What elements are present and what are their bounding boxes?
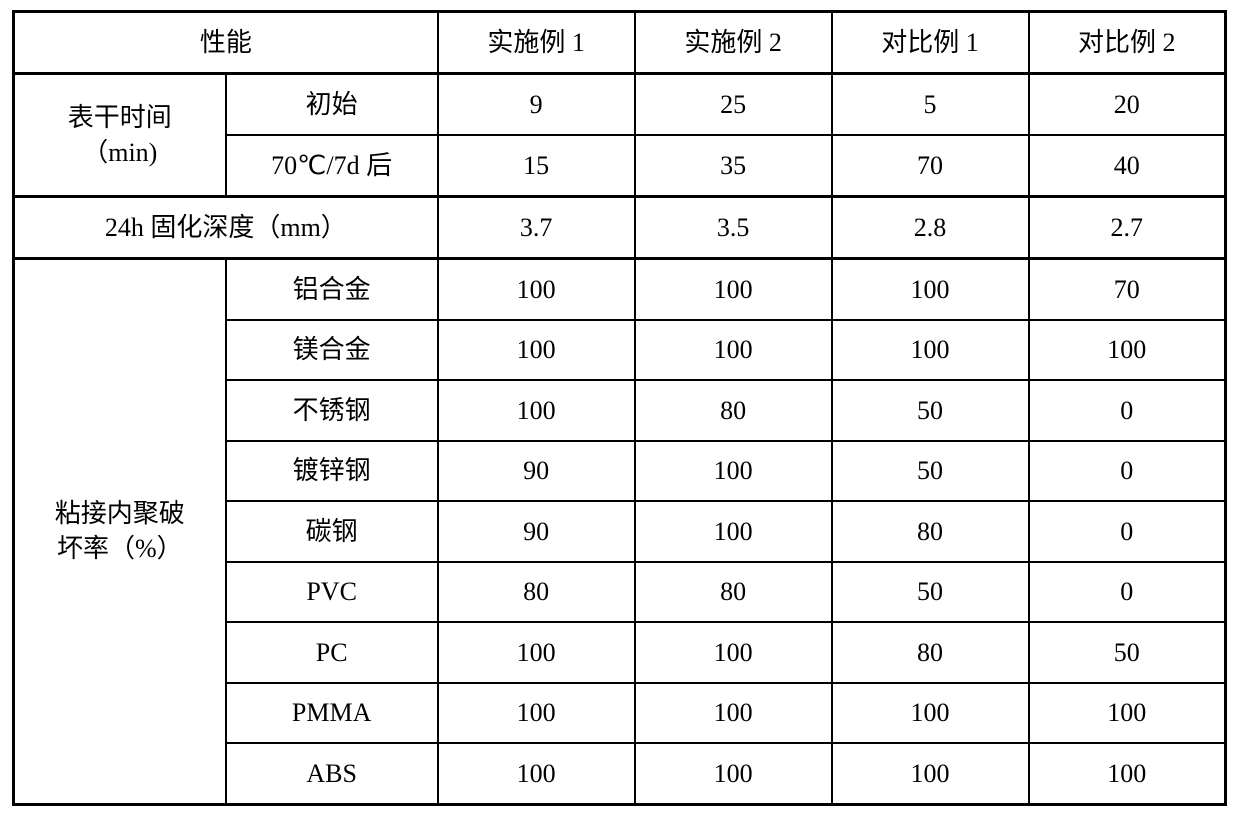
cell-value: 0 [1029, 562, 1226, 622]
sub-label-galvanized-steel: 镀锌钢 [226, 441, 438, 501]
sub-label-al-alloy: 铝合金 [226, 258, 438, 319]
header-col-3: 对比例 1 [832, 12, 1029, 74]
sub-label-mg-alloy: 镁合金 [226, 320, 438, 380]
cell-value: 50 [832, 380, 1029, 440]
cell-value: 100 [1029, 683, 1226, 743]
properties-table: 性能 实施例 1 实施例 2 对比例 1 对比例 2 表干时间 （min) 初始… [12, 10, 1227, 806]
cell-value: 100 [832, 743, 1029, 804]
table-row: 表干时间 （min) 初始 9 25 5 20 [14, 74, 1226, 135]
cell-value: 90 [438, 441, 635, 501]
sub-label-pvc: PVC [226, 562, 438, 622]
cell-value: 0 [1029, 441, 1226, 501]
cell-value: 3.5 [635, 196, 832, 258]
cell-value: 100 [438, 320, 635, 380]
cell-value: 100 [438, 380, 635, 440]
cell-value: 2.7 [1029, 196, 1226, 258]
cell-value: 100 [832, 258, 1029, 319]
cell-value: 100 [438, 622, 635, 682]
cell-value: 100 [635, 622, 832, 682]
cell-value: 100 [832, 683, 1029, 743]
header-property: 性能 [14, 12, 438, 74]
cell-value: 2.8 [832, 196, 1029, 258]
row-label-cure-depth: 24h 固化深度（mm） [14, 196, 438, 258]
cell-value: 80 [832, 501, 1029, 561]
cell-value: 100 [1029, 743, 1226, 804]
cell-value: 9 [438, 74, 635, 135]
sub-label-carbon-steel: 碳钢 [226, 501, 438, 561]
sub-label-initial: 初始 [226, 74, 438, 135]
cell-value: 25 [635, 74, 832, 135]
cell-value: 100 [635, 320, 832, 380]
cell-value: 50 [832, 441, 1029, 501]
cell-value: 0 [1029, 380, 1226, 440]
cell-value: 0 [1029, 501, 1226, 561]
cell-value: 20 [1029, 74, 1226, 135]
header-col-2: 实施例 2 [635, 12, 832, 74]
cell-value: 50 [832, 562, 1029, 622]
cell-value: 100 [438, 743, 635, 804]
header-col-4: 对比例 2 [1029, 12, 1226, 74]
cell-value: 80 [438, 562, 635, 622]
sub-label-stainless-steel: 不锈钢 [226, 380, 438, 440]
cell-value: 100 [832, 320, 1029, 380]
table-row: 24h 固化深度（mm） 3.7 3.5 2.8 2.7 [14, 196, 1226, 258]
cell-value: 100 [635, 258, 832, 319]
cell-value: 80 [635, 380, 832, 440]
cell-value: 15 [438, 135, 635, 196]
sub-label-abs: ABS [226, 743, 438, 804]
cell-value: 50 [1029, 622, 1226, 682]
header-col-1: 实施例 1 [438, 12, 635, 74]
cell-value: 100 [635, 441, 832, 501]
cell-value: 40 [1029, 135, 1226, 196]
cell-value: 100 [438, 683, 635, 743]
cell-value: 35 [635, 135, 832, 196]
table-row: 粘接内聚破 坏率（%） 铝合金 100 100 100 70 [14, 258, 1226, 319]
cell-value: 80 [832, 622, 1029, 682]
sub-label-after-70c-7d: 70℃/7d 后 [226, 135, 438, 196]
cell-value: 100 [438, 258, 635, 319]
cell-value: 100 [635, 683, 832, 743]
sub-label-pmma: PMMA [226, 683, 438, 743]
cell-value: 80 [635, 562, 832, 622]
cell-value: 5 [832, 74, 1029, 135]
table-header-row: 性能 实施例 1 实施例 2 对比例 1 对比例 2 [14, 12, 1226, 74]
cell-value: 100 [635, 501, 832, 561]
cell-value: 70 [1029, 258, 1226, 319]
cell-value: 90 [438, 501, 635, 561]
row-label-cohesive-failure: 粘接内聚破 坏率（%） [14, 258, 226, 804]
cell-value: 100 [1029, 320, 1226, 380]
cell-value: 100 [635, 743, 832, 804]
cell-value: 70 [832, 135, 1029, 196]
sub-label-pc: PC [226, 622, 438, 682]
row-label-surface-dry-time: 表干时间 （min) [14, 74, 226, 197]
cell-value: 3.7 [438, 196, 635, 258]
